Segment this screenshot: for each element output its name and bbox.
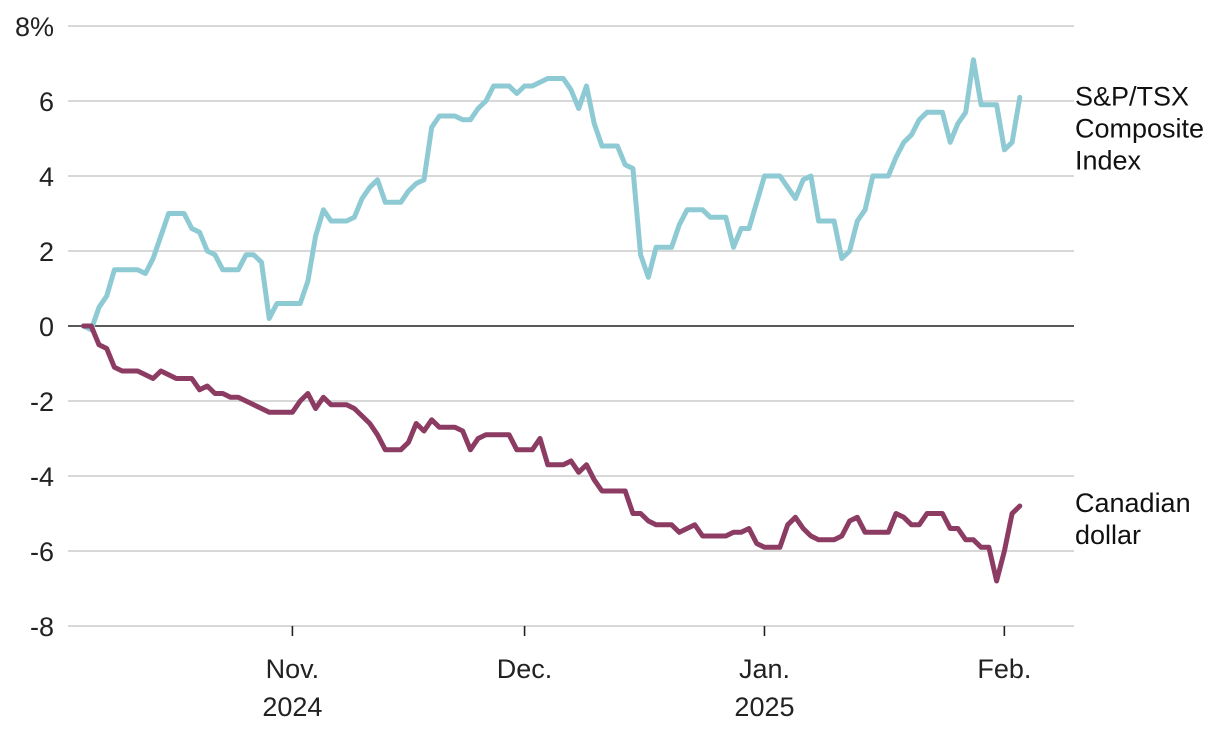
series-line-0 <box>81 57 1023 333</box>
y-tick-label-6: 6 <box>39 87 54 117</box>
x-tick-year-label-2: 2025 <box>734 692 794 722</box>
gridlines <box>68 25 1074 627</box>
series-lines <box>81 57 1023 584</box>
series-label-1-line-1: dollar <box>1075 520 1141 550</box>
y-tick-label--8: -8 <box>30 612 54 642</box>
y-tick-label-2: 2 <box>39 237 54 267</box>
series-line-1 <box>81 323 1023 584</box>
x-tick-year-label-0: 2024 <box>262 692 322 722</box>
y-tick-label--2: -2 <box>30 387 54 417</box>
y-tick-label-4: 4 <box>39 162 54 192</box>
series-label-0-line-0: S&P/TSX <box>1075 81 1189 111</box>
y-tick-label-8: 8% <box>15 12 54 42</box>
y-tick-label--6: -6 <box>30 537 54 567</box>
x-axis: Nov. 2024 Dec. Jan. 2025 Feb. <box>262 626 1031 722</box>
x-tick-label-1: Dec. <box>497 654 553 684</box>
series-label-0-line-1: Composite <box>1075 113 1204 143</box>
series-label-1-line-0: Canadian <box>1075 488 1191 518</box>
series-label-0-line-2: Index <box>1075 145 1142 175</box>
y-tick-label--4: -4 <box>30 462 54 492</box>
x-tick-label-2: Jan. <box>739 654 790 684</box>
y-axis-tick-labels: 8% 6 4 2 0 -2 -4 -6 -8 <box>15 12 54 642</box>
x-tick-label-3: Feb. <box>977 654 1031 684</box>
y-tick-label-0: 0 <box>39 312 54 342</box>
x-tick-label-0: Nov. <box>266 654 320 684</box>
